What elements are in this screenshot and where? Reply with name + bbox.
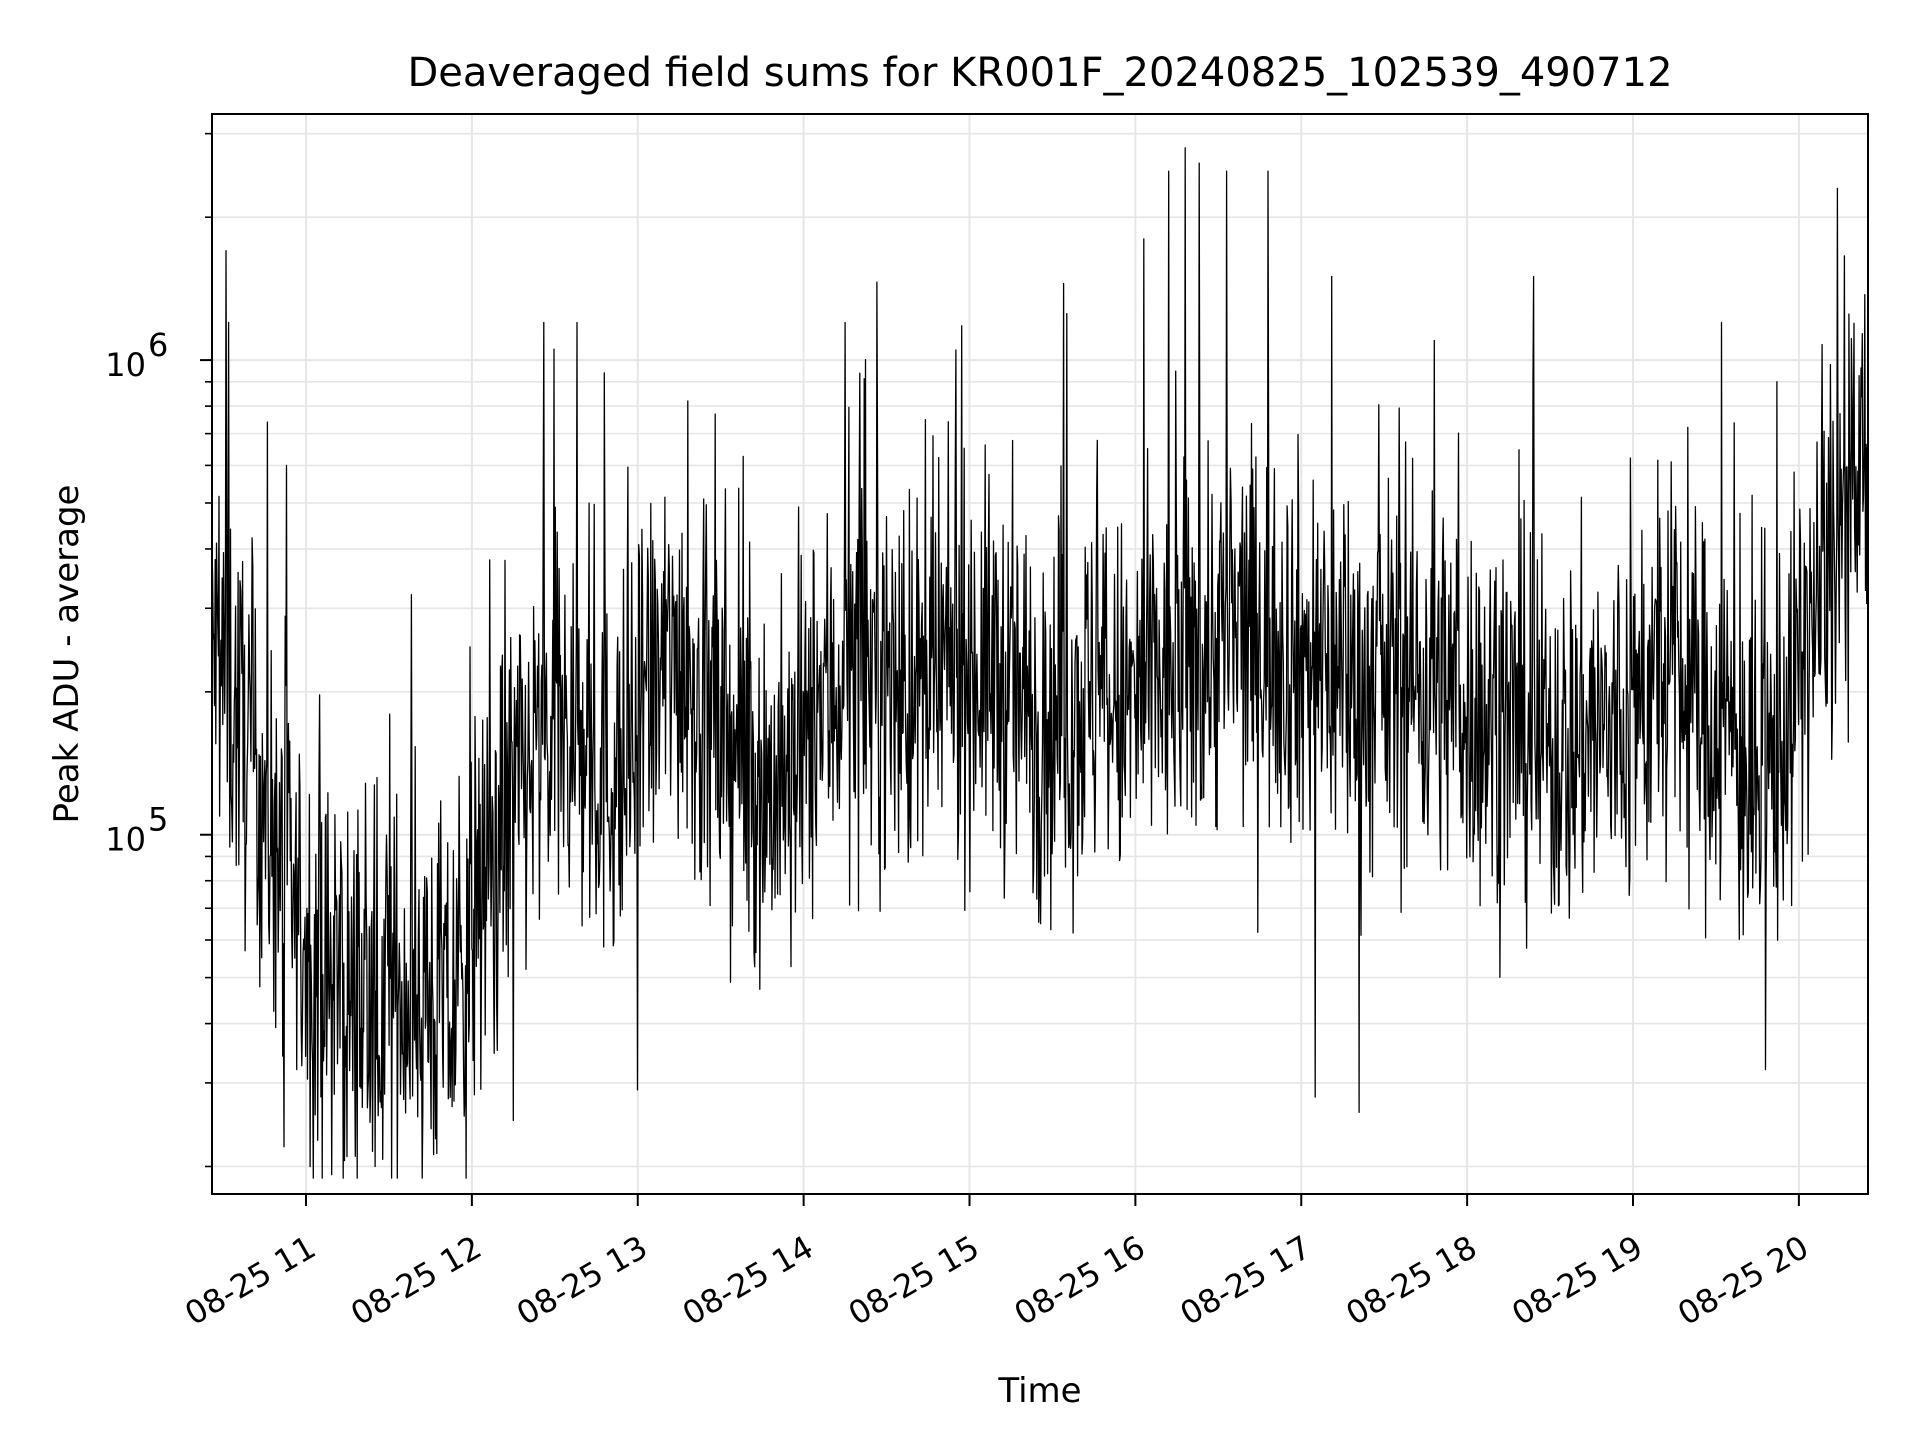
chart-title: Deaveraged field sums for KR001F_2024082…	[407, 50, 1672, 96]
series-line	[211, 147, 1869, 1179]
y-tick-label-exponent: 6	[148, 326, 168, 364]
x-axis-label: Time	[997, 1371, 1081, 1411]
y-tick-label-exponent: 5	[148, 801, 168, 839]
y-tick-label-base: 10	[105, 346, 146, 384]
series-path	[211, 147, 1869, 1179]
y-axis-label: Peak ADU - average	[47, 485, 87, 824]
plot-frame	[211, 113, 1869, 1195]
y-tick-label-base: 10	[105, 821, 146, 859]
